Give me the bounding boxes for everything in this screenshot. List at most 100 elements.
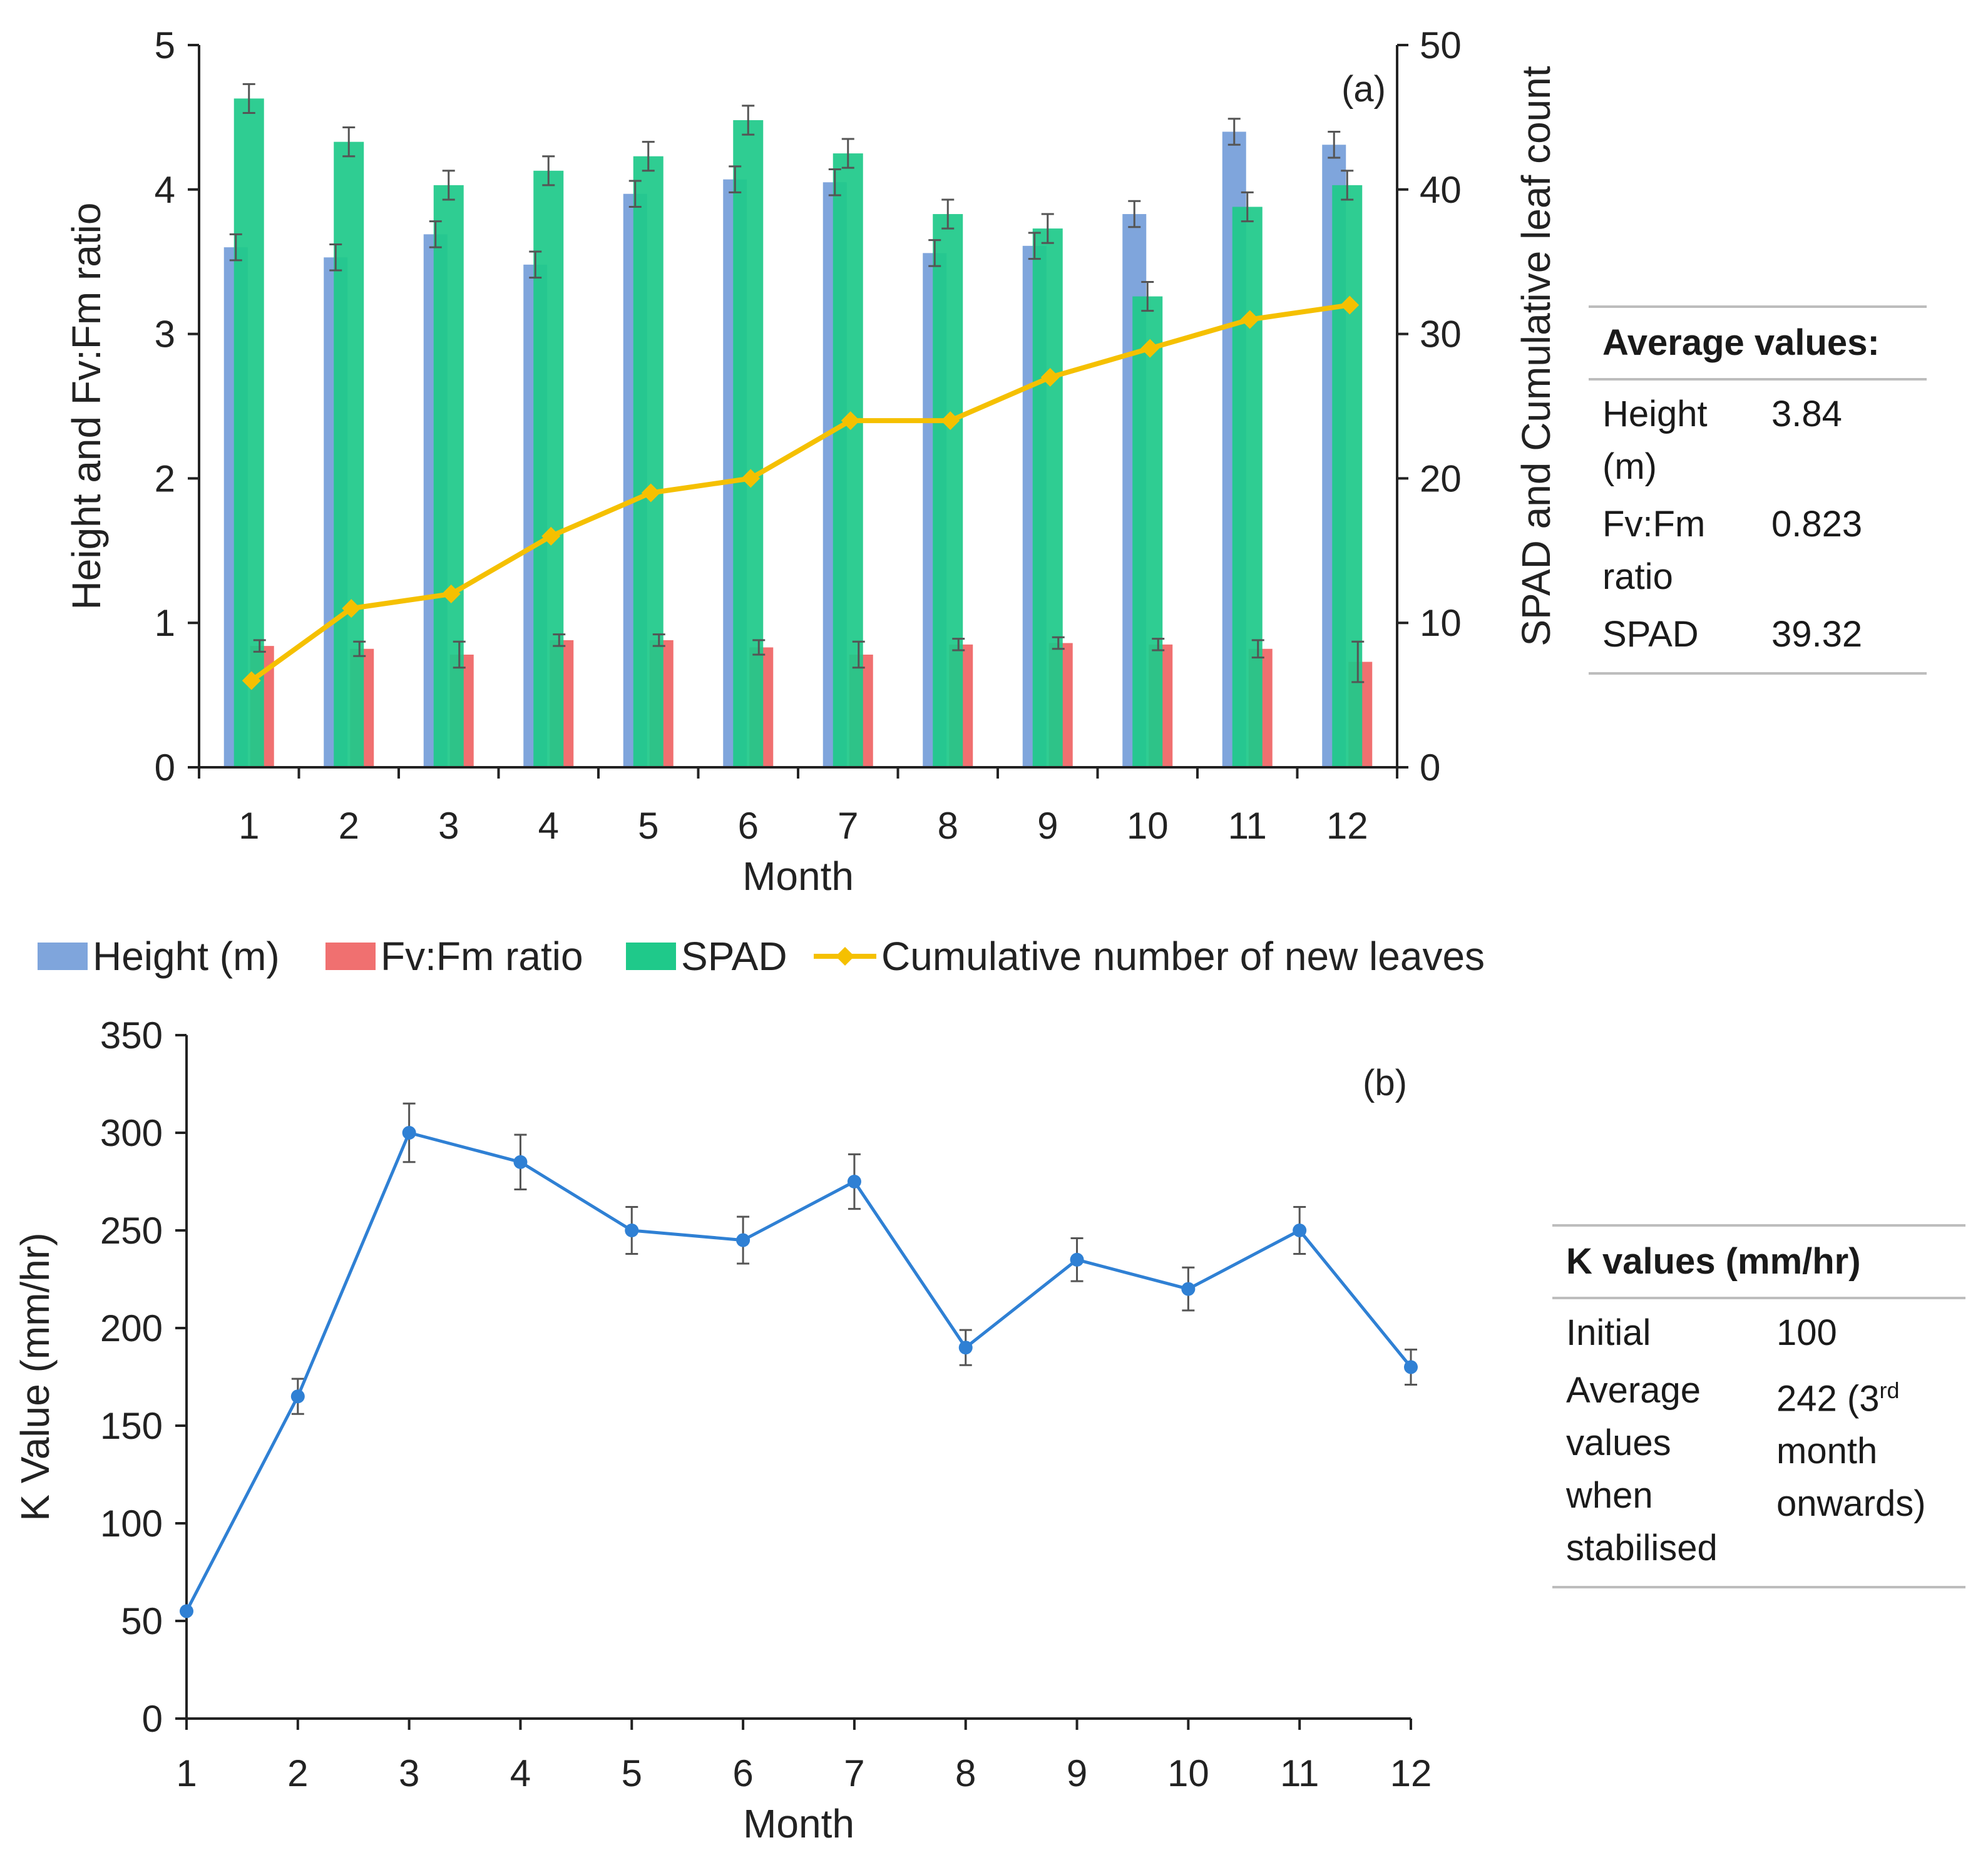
b-left-tick-label-250: 250 bbox=[100, 1210, 163, 1252]
b-left-tick-label-200: 200 bbox=[100, 1307, 163, 1349]
b-x-tick-label-5: 5 bbox=[622, 1752, 642, 1794]
x-tick-label-8: 8 bbox=[938, 805, 958, 847]
x-axis-title: Month bbox=[742, 854, 854, 899]
k-value-point-8 bbox=[958, 1341, 973, 1355]
average-height-label: Height bbox=[1602, 394, 1708, 434]
average-fvfm-row: Fv:Fm ratio 0.823 bbox=[1589, 496, 1927, 606]
k-values-table: K values (mm/hr) Initial 100 Average val… bbox=[1552, 1224, 1965, 1588]
k-value-point-6 bbox=[736, 1233, 751, 1247]
b-left-tick-label-0: 0 bbox=[142, 1698, 163, 1740]
right-tick-label-0: 0 bbox=[1420, 747, 1440, 789]
spad-bar-4 bbox=[533, 170, 564, 767]
k-average-value-line1: 242 (3rd bbox=[1776, 1364, 1926, 1425]
b-left-tick-label-300: 300 bbox=[100, 1112, 163, 1154]
x-tick-label-6: 6 bbox=[738, 805, 759, 847]
k-value-point-1 bbox=[180, 1604, 193, 1618]
average-height-row: Height (m) 3.84 bbox=[1589, 386, 1927, 496]
average-height-value: 3.84 bbox=[1771, 394, 1842, 434]
right-axis-title: SPAD and Cumulative leaf count bbox=[1514, 66, 1559, 646]
k-average-value-superscript: rd bbox=[1879, 1377, 1900, 1403]
b-x-tick-label-9: 9 bbox=[1067, 1752, 1087, 1794]
spad-bar-5 bbox=[633, 156, 664, 767]
k-value-point-10 bbox=[1181, 1282, 1196, 1296]
legend-label-leaves: Cumulative number of new leaves bbox=[881, 934, 1485, 979]
k-value-point-2 bbox=[290, 1389, 305, 1404]
x-tick-label-10: 10 bbox=[1127, 805, 1169, 847]
x-tick-label-9: 9 bbox=[1037, 805, 1058, 847]
left-tick-label-2: 2 bbox=[155, 457, 175, 499]
average-values-table: Average values: Height (m) 3.84 Fv:Fm ra… bbox=[1589, 305, 1927, 675]
left-tick-label-0: 0 bbox=[155, 747, 175, 789]
b-left-tick-label-150: 150 bbox=[100, 1405, 163, 1447]
right-tick-label-30: 30 bbox=[1420, 314, 1462, 355]
spad-bar-10 bbox=[1132, 296, 1163, 767]
left-axis-title: Height and Fv:Fm ratio bbox=[64, 203, 109, 610]
average-values-title: Average values: bbox=[1589, 305, 1927, 381]
legend-swatch-height bbox=[38, 943, 88, 970]
left-tick-label-3: 3 bbox=[155, 314, 175, 355]
b-x-tick-label-2: 2 bbox=[287, 1752, 308, 1794]
k-values-title: K values (mm/hr) bbox=[1552, 1224, 1965, 1299]
leaves-line bbox=[250, 302, 1350, 683]
b-x-tick-label-4: 4 bbox=[510, 1752, 531, 1794]
k-average-label-line1: Average bbox=[1566, 1370, 1701, 1411]
panel-a-legend: Height (m) Fv:Fm ratio SPAD Cumulative numb… bbox=[38, 934, 1485, 979]
k-average-label-line4: stabilised bbox=[1566, 1528, 1718, 1568]
k-average-value-line2: month bbox=[1776, 1431, 1878, 1472]
leaves-marker-1 bbox=[242, 671, 261, 690]
legend-swatch-spad bbox=[626, 943, 676, 970]
k-average-label-line3: when bbox=[1566, 1475, 1653, 1516]
b-left-tick-label-350: 350 bbox=[100, 1014, 163, 1056]
k-value-point-3 bbox=[402, 1126, 416, 1140]
k-average-label-line2: values bbox=[1566, 1423, 1671, 1463]
k-value-point-4 bbox=[513, 1155, 528, 1169]
k-initial-value: 100 bbox=[1776, 1312, 1837, 1353]
left-tick-label-4: 4 bbox=[155, 169, 175, 211]
b-x-tick-label-1: 1 bbox=[176, 1752, 197, 1794]
b-left-axis-title: K Value (mm/hr) bbox=[13, 1232, 58, 1521]
leaves-marker-10 bbox=[1140, 339, 1160, 358]
legend-swatch-fvfm bbox=[325, 943, 376, 970]
average-values-bottom-rule bbox=[1589, 663, 1927, 675]
k-value-point-7 bbox=[847, 1175, 861, 1188]
x-tick-label-1: 1 bbox=[238, 805, 259, 847]
b-x-tick-label-7: 7 bbox=[844, 1752, 864, 1794]
b-x-tick-label-11: 11 bbox=[1280, 1752, 1319, 1794]
leaves-marker-6 bbox=[741, 469, 761, 488]
leaves-marker-11 bbox=[1240, 310, 1259, 329]
k-average-value-prefix: 242 (3 bbox=[1776, 1378, 1880, 1419]
k-value-point-11 bbox=[1293, 1224, 1307, 1237]
b-left-tick-label-100: 100 bbox=[100, 1503, 163, 1545]
spad-bar-8 bbox=[933, 214, 963, 767]
k-average-row: Average values when stabilised 242 (3rd … bbox=[1552, 1362, 1965, 1577]
leaves-marker-2 bbox=[342, 599, 361, 618]
leaves-marker-12 bbox=[1340, 295, 1360, 315]
x-tick-label-2: 2 bbox=[339, 805, 359, 847]
b-x-axis-title: Month bbox=[743, 1801, 854, 1846]
legend-label-height: Height (m) bbox=[93, 934, 280, 979]
k-value-point-9 bbox=[1070, 1252, 1084, 1267]
k-initial-label: Initial bbox=[1566, 1312, 1651, 1353]
k-average-value-line3: onwards) bbox=[1776, 1483, 1926, 1525]
leaves-marker-7 bbox=[841, 411, 860, 431]
average-fvfm-value: 0.823 bbox=[1771, 504, 1863, 544]
left-tick-label-1: 1 bbox=[155, 602, 175, 644]
panel-a-label: (a) bbox=[1341, 69, 1386, 110]
spad-bar-6 bbox=[733, 120, 764, 768]
k-value-line bbox=[185, 1131, 1412, 1612]
spad-bar-9 bbox=[1032, 228, 1063, 768]
left-tick-label-5: 5 bbox=[155, 24, 175, 66]
average-height-unit: (m) bbox=[1602, 446, 1657, 487]
legend-label-fvfm: Fv:Fm ratio bbox=[381, 934, 583, 979]
b-x-tick-label-10: 10 bbox=[1167, 1752, 1209, 1794]
spad-bar-11 bbox=[1232, 207, 1263, 768]
average-spad-row: SPAD 39.32 bbox=[1589, 606, 1927, 663]
spad-bar-1 bbox=[233, 98, 264, 767]
right-tick-label-50: 50 bbox=[1420, 24, 1462, 66]
right-tick-label-40: 40 bbox=[1420, 169, 1462, 211]
leaves-marker-8 bbox=[941, 411, 960, 431]
average-spad-label: SPAD bbox=[1602, 614, 1699, 655]
k-value-point-12 bbox=[1404, 1360, 1418, 1374]
spad-bar-2 bbox=[334, 141, 364, 768]
